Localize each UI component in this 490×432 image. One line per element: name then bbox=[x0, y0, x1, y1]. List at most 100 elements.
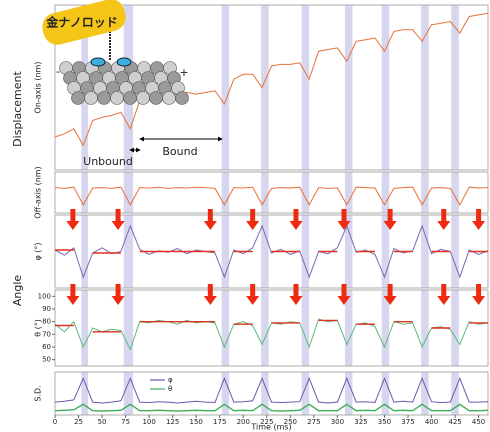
y-tick-label: 100 bbox=[38, 292, 51, 300]
plus-end: + bbox=[179, 66, 188, 79]
unbound-band bbox=[421, 215, 429, 288]
unbound-band bbox=[261, 290, 269, 366]
event-arrow bbox=[203, 284, 217, 305]
x-tick-label: 200 bbox=[237, 418, 250, 426]
unbound-band bbox=[451, 372, 459, 415]
x-tick-label: 150 bbox=[190, 418, 203, 426]
unbound-band bbox=[451, 290, 459, 366]
y-tick-label: 80 bbox=[42, 318, 51, 326]
x-tick-label: 375 bbox=[401, 418, 414, 426]
x-tick-label: 175 bbox=[213, 418, 226, 426]
x-tick-label: 75 bbox=[121, 418, 130, 426]
y-axis-label: θ (°) bbox=[34, 319, 43, 337]
unbound-band bbox=[381, 172, 390, 213]
group-label: Angle bbox=[11, 275, 24, 307]
x-tick-label: 50 bbox=[98, 418, 107, 426]
event-arrow bbox=[437, 284, 451, 305]
y-tick-label: 70 bbox=[42, 330, 51, 338]
tubulin bbox=[71, 91, 85, 105]
unbound-band bbox=[344, 215, 353, 288]
tubulin bbox=[97, 91, 111, 105]
panel-frame bbox=[54, 371, 489, 416]
unbound-band bbox=[421, 290, 429, 366]
unbound-band bbox=[421, 5, 429, 170]
unbound-band bbox=[261, 172, 269, 213]
unbound-band bbox=[123, 290, 134, 366]
unbound-band bbox=[221, 215, 230, 288]
unbound-band bbox=[301, 215, 310, 288]
y-axis-label: On-axis (nm) bbox=[34, 62, 43, 114]
x-tick-label: 275 bbox=[307, 418, 320, 426]
event-arrow bbox=[111, 209, 125, 230]
event-arrow bbox=[289, 284, 303, 305]
y-axis-label: Off-axis (nm) bbox=[34, 166, 43, 218]
unbound-band bbox=[81, 172, 88, 213]
x-tick-label: 25 bbox=[74, 418, 83, 426]
unbound-band bbox=[221, 5, 230, 170]
series-line bbox=[54, 224, 489, 279]
motor-head bbox=[90, 57, 106, 67]
unbound-band bbox=[301, 172, 310, 213]
tubulin bbox=[149, 91, 163, 105]
x-tick-label: 300 bbox=[331, 418, 344, 426]
unbound-band bbox=[301, 5, 310, 170]
x-tick-label: 350 bbox=[378, 418, 391, 426]
unbound-band bbox=[344, 5, 353, 170]
unbound-band bbox=[123, 372, 134, 415]
y-axis-label: φ (°) bbox=[34, 242, 43, 260]
event-arrow bbox=[437, 209, 451, 230]
panel-frame bbox=[54, 289, 489, 367]
unbound-band bbox=[421, 172, 429, 213]
unbound-band bbox=[301, 372, 310, 415]
event-arrow bbox=[203, 209, 217, 230]
unbound-band bbox=[451, 215, 459, 288]
unbound-band bbox=[261, 372, 269, 415]
series-line bbox=[54, 377, 489, 404]
x-tick-label: 100 bbox=[142, 418, 155, 426]
x-tick-label: 250 bbox=[284, 418, 297, 426]
event-arrow bbox=[383, 209, 397, 230]
x-tick-label: 225 bbox=[260, 418, 273, 426]
event-arrow bbox=[383, 284, 397, 305]
series-line bbox=[55, 249, 488, 254]
y-tick-label: 90 bbox=[42, 305, 51, 313]
unbound-band bbox=[344, 290, 353, 366]
unbound-band bbox=[381, 215, 390, 288]
minus-end: - bbox=[56, 65, 60, 78]
unbound-band bbox=[221, 172, 230, 213]
event-arrow bbox=[66, 209, 80, 230]
series-line bbox=[54, 12, 489, 147]
x-axis-label: Time (ms) bbox=[250, 423, 291, 432]
y-tick-label: 60 bbox=[42, 343, 51, 351]
unbound-band bbox=[81, 290, 88, 366]
legend-label: φ bbox=[168, 376, 173, 384]
tubulin bbox=[123, 91, 137, 105]
x-tick-label: 450 bbox=[472, 418, 485, 426]
nanorod-label: 金ナノロッド bbox=[45, 15, 117, 30]
unbound-band bbox=[344, 172, 353, 213]
event-arrow bbox=[472, 209, 486, 230]
gold-nanorod bbox=[42, 0, 126, 45]
event-arrow bbox=[289, 209, 303, 230]
unbound-band bbox=[344, 372, 353, 415]
unbound-band bbox=[123, 215, 134, 288]
group-label: Displacement bbox=[11, 71, 24, 147]
unbound-band bbox=[301, 290, 310, 366]
panel-frame bbox=[54, 4, 489, 171]
unbound-band bbox=[421, 372, 429, 415]
unbound-band bbox=[451, 5, 459, 170]
x-tick-label: 0 bbox=[53, 418, 57, 426]
x-tick-label: 425 bbox=[448, 418, 461, 426]
series-line bbox=[54, 403, 489, 412]
microtubule-lattice bbox=[59, 61, 189, 105]
tubulin bbox=[136, 91, 150, 105]
motor-head bbox=[116, 57, 132, 67]
legend-label: θ bbox=[168, 385, 172, 393]
tubulin bbox=[110, 91, 124, 105]
event-arrow bbox=[472, 284, 486, 305]
tubulin bbox=[175, 91, 189, 105]
event-arrow bbox=[337, 209, 351, 230]
panel-frame bbox=[54, 171, 489, 214]
unbound-band bbox=[381, 372, 390, 415]
